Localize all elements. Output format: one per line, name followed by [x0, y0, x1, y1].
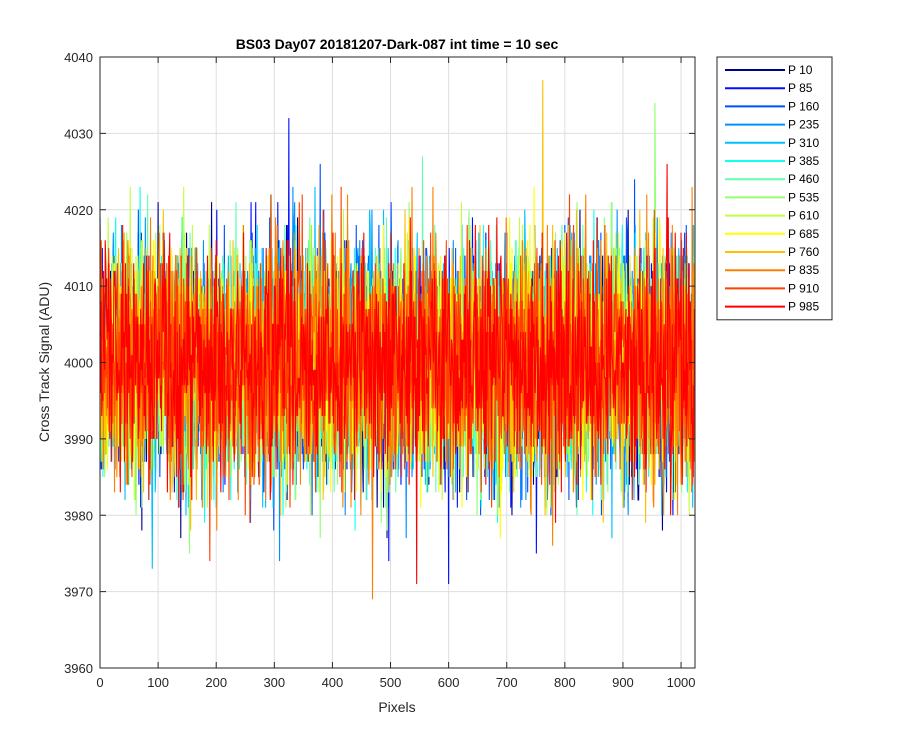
y-tick-label: 4020: [64, 203, 93, 218]
x-tick-label: 800: [554, 675, 576, 690]
y-tick-label: 4010: [64, 279, 93, 294]
legend-label: P 460: [788, 172, 819, 186]
x-tick-label: 400: [322, 675, 344, 690]
x-tick-label: 200: [205, 675, 227, 690]
y-axis-title: Cross Track Signal (ADU): [36, 282, 52, 442]
x-axis-title: Pixels: [378, 699, 415, 715]
x-tick-label: 1000: [667, 675, 696, 690]
legend-label: P 910: [788, 281, 819, 295]
x-tick-label: 100: [147, 675, 169, 690]
x-tick-label: 0: [96, 675, 103, 690]
legend-box: [716, 56, 833, 321]
x-tick-label: 700: [496, 675, 518, 690]
legend-label: P 985: [788, 300, 819, 314]
legend-label: P 385: [788, 154, 819, 168]
axis-ticks: 0 100 200 300 400 500 600 700 800 900 1000 3960 3970…: [64, 50, 695, 690]
y-tick-label: 4040: [64, 50, 93, 65]
y-tick-label: 3970: [64, 585, 93, 600]
legend: P 10 P 85 P 160 P 235 P 310 P 385 P 460 P 535 P …: [716, 56, 833, 321]
legend-label: P 10: [788, 63, 813, 77]
y-tick-label: 4030: [64, 126, 93, 141]
legend-label: P 535: [788, 190, 819, 204]
x-tick-label: 600: [438, 675, 460, 690]
legend-label: P 310: [788, 136, 819, 150]
series-line: [99, 163, 695, 584]
y-tick-label: 3990: [64, 432, 93, 447]
chart-title: BS03 Day07 20181207-Dark-087 int time = …: [236, 36, 559, 52]
legend-label: P 160: [788, 99, 819, 113]
legend-label: P 85: [788, 81, 813, 95]
legend-label: P 685: [788, 227, 819, 241]
legend-label: P 235: [788, 118, 819, 132]
legend-label: P 835: [788, 263, 819, 277]
legend-label: P 760: [788, 245, 819, 259]
y-tick-label: 4000: [64, 356, 93, 371]
y-tick-label: 3980: [64, 508, 93, 523]
legend-label: P 610: [788, 209, 819, 223]
series-lines: [99, 79, 695, 600]
x-tick-label: 900: [612, 675, 634, 690]
x-tick-label: 500: [380, 675, 402, 690]
y-tick-label: 3960: [64, 661, 93, 676]
x-tick-label: 300: [263, 675, 285, 690]
